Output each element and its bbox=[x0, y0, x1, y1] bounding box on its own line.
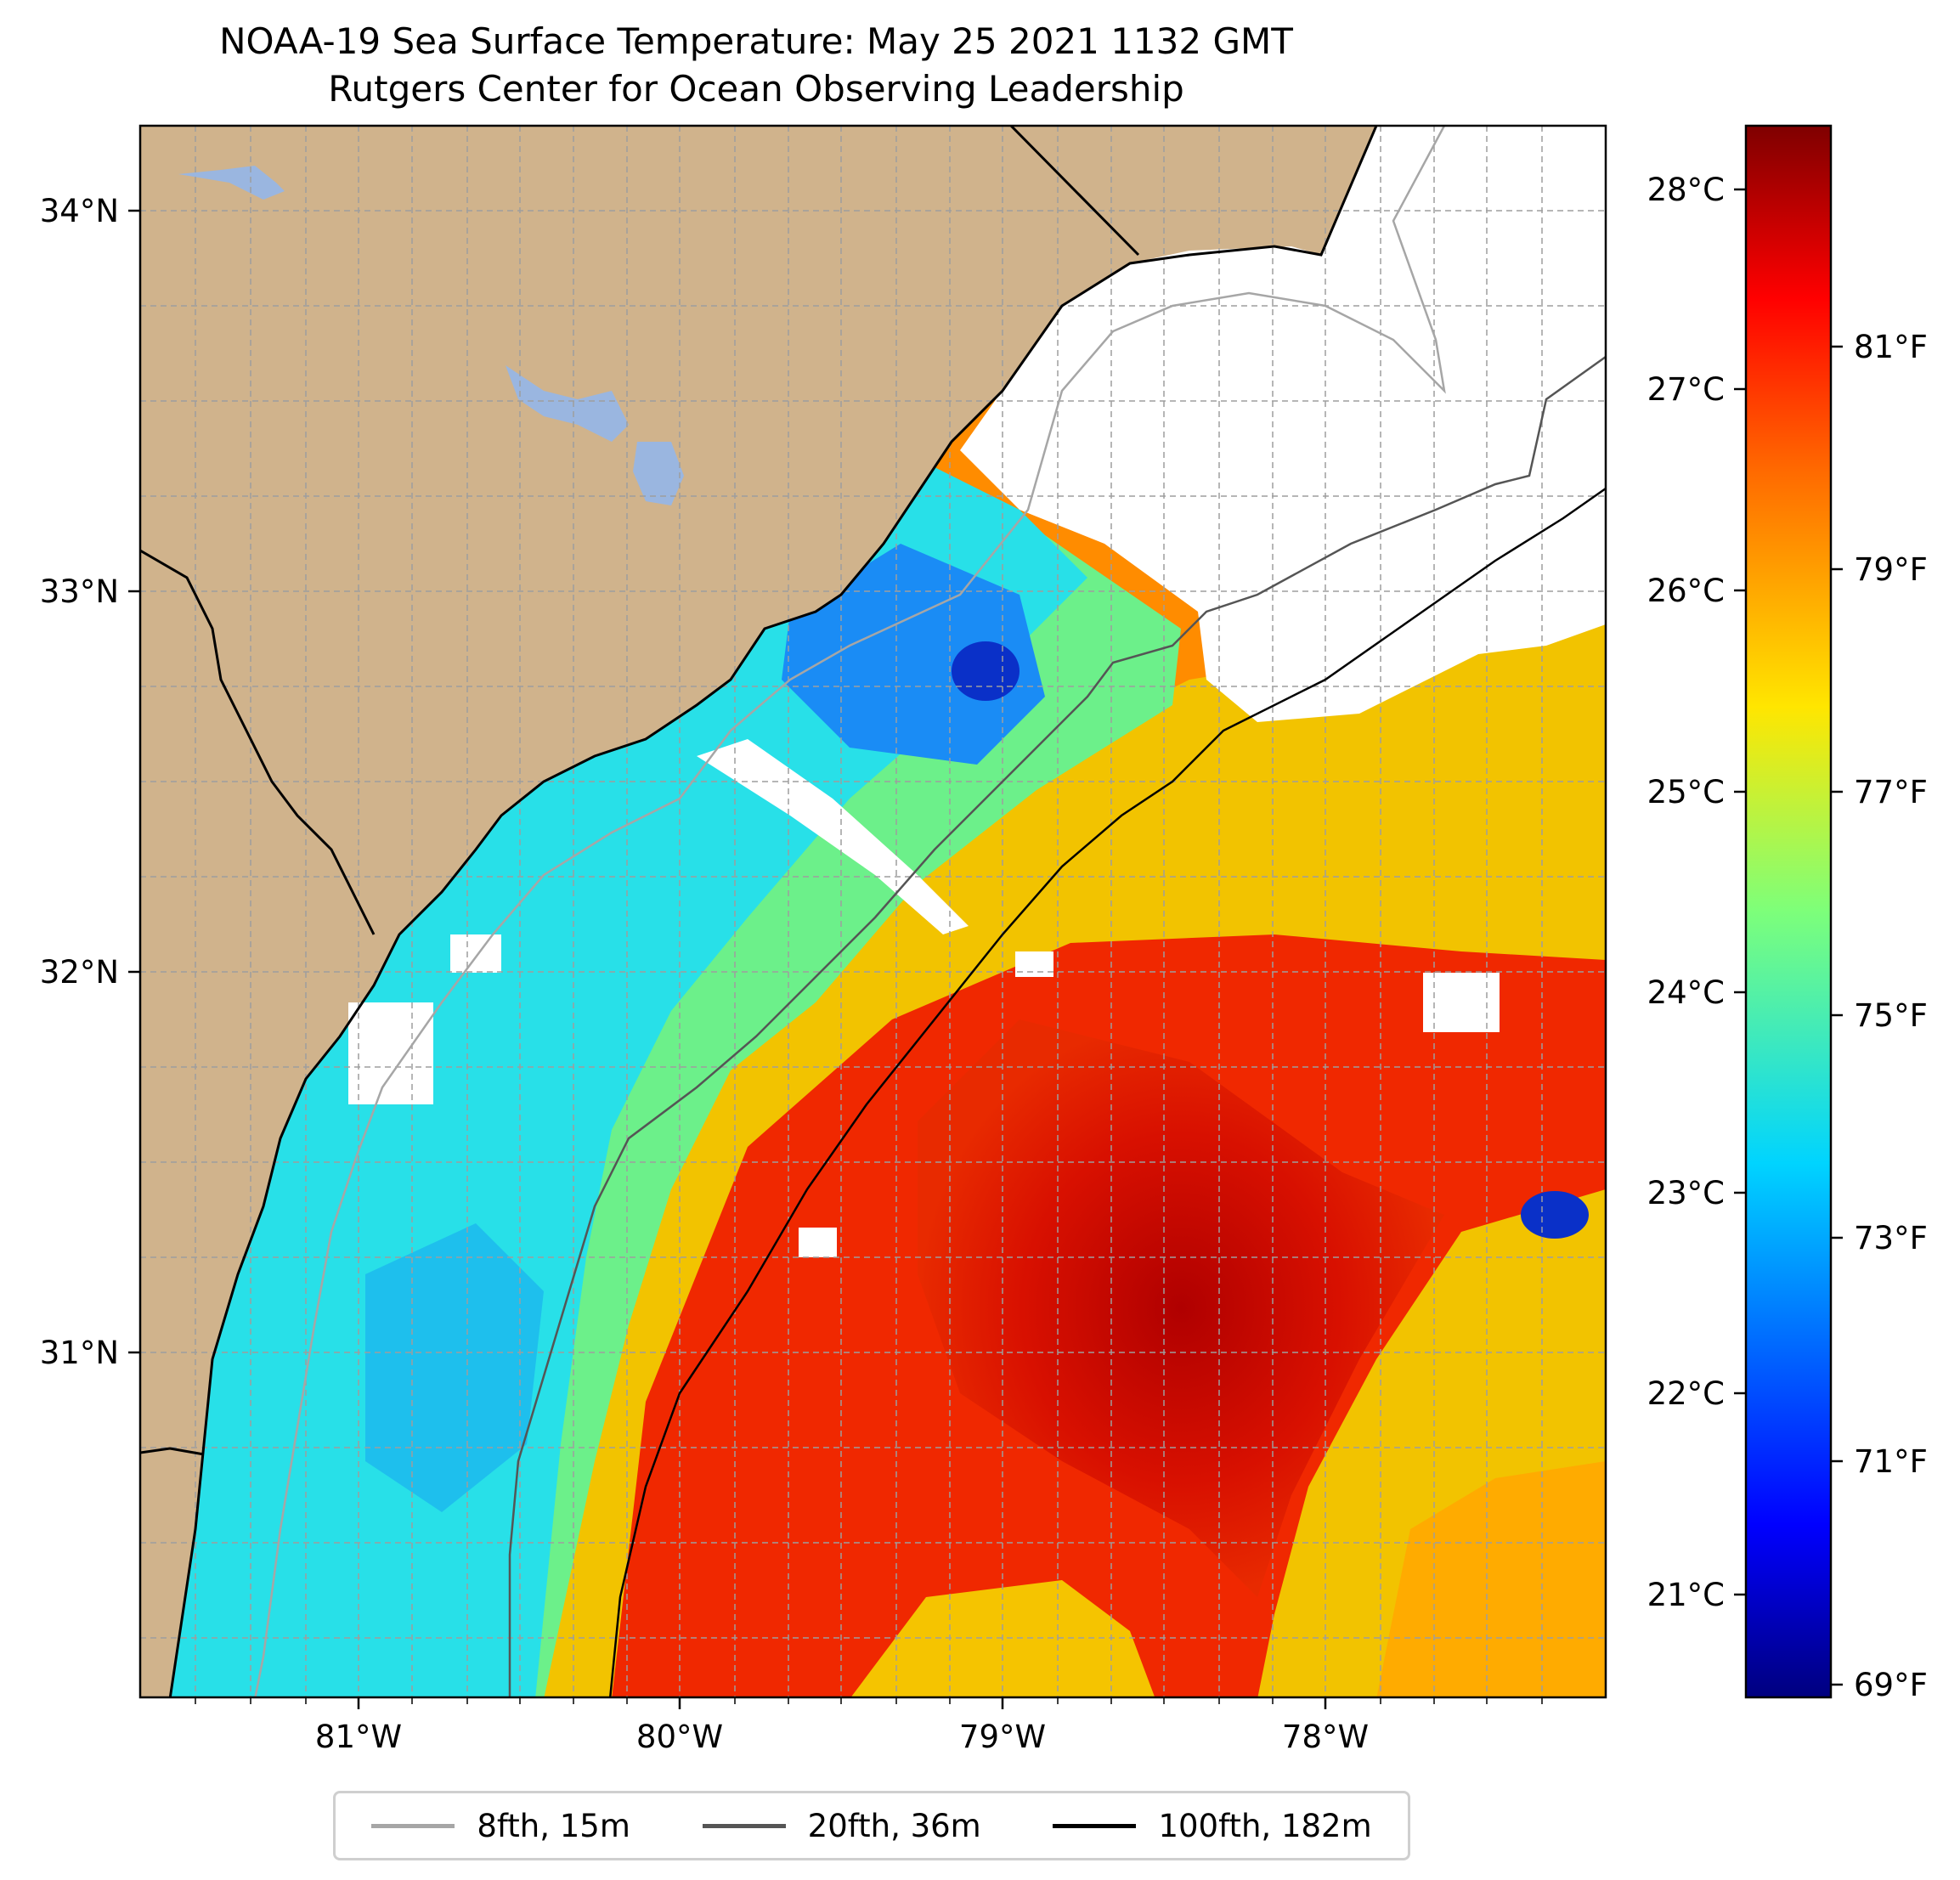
colorbar-fahrenheit-label: 79°F bbox=[1854, 551, 1928, 588]
axis-minor-ticks bbox=[195, 1697, 1543, 1704]
y-tick-label: 31°N bbox=[40, 1335, 119, 1371]
contour-8fth bbox=[254, 126, 1446, 1697]
legend-line-100fth bbox=[1053, 1823, 1137, 1828]
colorbar bbox=[1744, 124, 1833, 1699]
legend-item: 8fth, 15m bbox=[371, 1808, 630, 1844]
colorbar-celsius-ticks bbox=[1734, 188, 1746, 1596]
y-tick-label: 34°N bbox=[40, 193, 119, 229]
x-tick-label: 78°W bbox=[1282, 1719, 1369, 1755]
axis-ticks bbox=[128, 209, 1327, 1709]
colorbar-fahrenheit-label: 81°F bbox=[1854, 329, 1928, 365]
no-data-spot bbox=[1015, 951, 1053, 977]
legend-label: 8fth, 15m bbox=[477, 1807, 630, 1844]
sst-warm-core bbox=[918, 1019, 1444, 1597]
lake-moultrie bbox=[633, 442, 684, 505]
legend-label: 100fth, 182m bbox=[1158, 1807, 1372, 1844]
x-tick-label: 79°W bbox=[959, 1719, 1046, 1755]
chart-subtitle: Rutgers Center for Ocean Observing Leade… bbox=[328, 68, 1184, 110]
colorbar-celsius-label: 24°C bbox=[1647, 974, 1725, 1011]
legend-label: 20fth, 36m bbox=[807, 1807, 981, 1844]
colorbar-celsius-label: 27°C bbox=[1647, 371, 1725, 408]
legend-item: 100fth, 182m bbox=[1053, 1807, 1372, 1844]
legend-line-8fth bbox=[371, 1823, 455, 1828]
lake-marion bbox=[506, 365, 629, 442]
lake bbox=[178, 166, 285, 200]
colorbar-celsius-label: 26°C bbox=[1647, 573, 1725, 609]
y-tick-label: 32°N bbox=[40, 954, 119, 991]
colorbar-fahrenheit-label: 71°F bbox=[1854, 1443, 1928, 1480]
chart-title: NOAA-19 Sea Surface Temperature: May 25 … bbox=[219, 20, 1293, 62]
y-tick-label: 33°N bbox=[40, 573, 119, 610]
x-tick-label: 80°W bbox=[636, 1719, 723, 1755]
sst-dark-blue-spot bbox=[952, 641, 1020, 701]
no-data-spot bbox=[348, 1002, 433, 1104]
colorbar-celsius-label: 22°C bbox=[1647, 1375, 1725, 1412]
no-data-spot bbox=[799, 1228, 837, 1257]
sst-blue-patch bbox=[365, 1223, 544, 1512]
colorbar-celsius-label: 23°C bbox=[1647, 1175, 1725, 1211]
legend-item: 20fth, 36m bbox=[702, 1807, 981, 1844]
sst-blue-patch-north bbox=[782, 544, 1045, 765]
no-data-spot bbox=[450, 934, 501, 973]
legend: 8fth, 15m 20fth, 36m 100fth, 182m bbox=[333, 1791, 1410, 1860]
colorbar-celsius-label: 25°C bbox=[1647, 774, 1725, 810]
colorbar-celsius-label: 21°C bbox=[1647, 1577, 1725, 1613]
colorbar-celsius-label: 28°C bbox=[1647, 172, 1725, 208]
land bbox=[140, 126, 1376, 1697]
colorbar-fahrenheit-label: 73°F bbox=[1854, 1220, 1928, 1256]
legend-line-20fth bbox=[702, 1823, 786, 1828]
no-data-north bbox=[960, 126, 1606, 722]
coastline bbox=[168, 126, 1378, 1697]
state-border-nc bbox=[1009, 126, 1140, 257]
gridlines bbox=[140, 126, 1606, 1697]
contour-100fth bbox=[608, 487, 1606, 1697]
map-frame bbox=[138, 124, 1607, 1699]
colorbar-fahrenheit-label: 75°F bbox=[1854, 997, 1928, 1034]
map-area bbox=[140, 126, 1606, 1697]
contour-20fth bbox=[508, 355, 1606, 1697]
colorbar-fahrenheit-ticks bbox=[1831, 345, 1843, 1686]
sst-dark-blue-spot-east bbox=[1521, 1191, 1589, 1239]
state-border-south bbox=[140, 1447, 205, 1456]
colorbar-fahrenheit-label: 77°F bbox=[1854, 774, 1928, 810]
no-data-strip bbox=[697, 739, 969, 934]
state-border bbox=[140, 549, 376, 935]
colorbar-fahrenheit-label: 69°F bbox=[1854, 1667, 1928, 1703]
x-tick-label: 81°W bbox=[315, 1719, 402, 1755]
